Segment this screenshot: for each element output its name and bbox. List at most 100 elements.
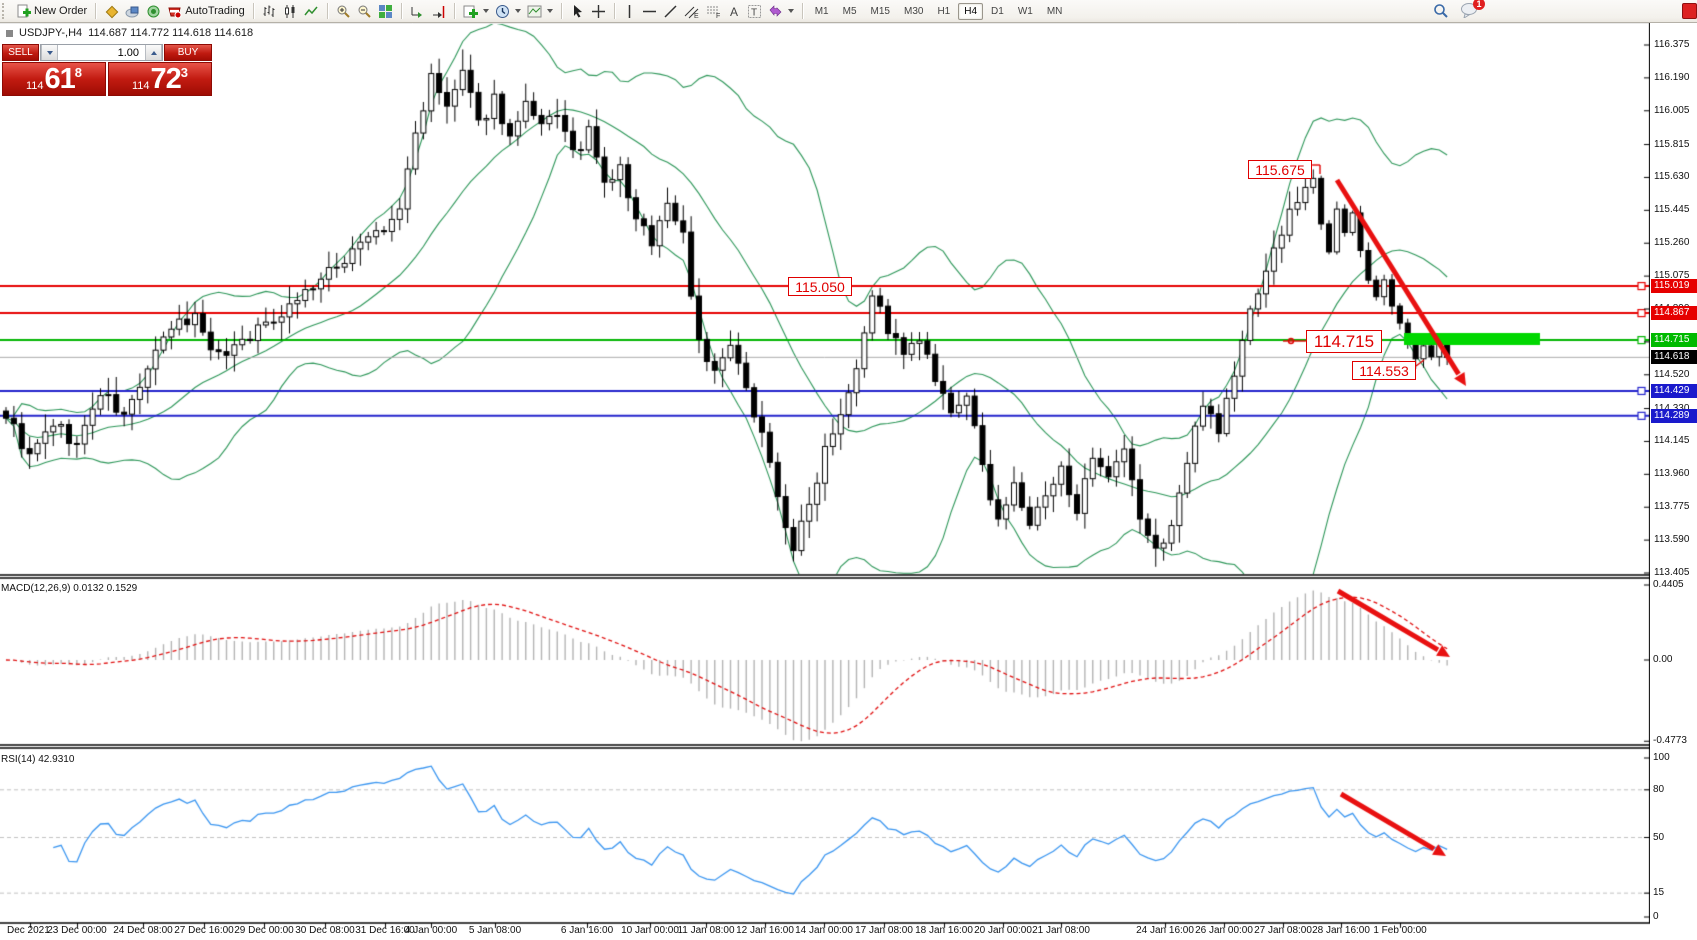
text-label-icon: T [747,4,762,19]
periods-button[interactable] [492,3,524,20]
price-tick-label: 115.630 [1654,171,1690,183]
horizontal-line-icon [642,4,657,19]
timeframe-MN[interactable]: MN [1046,5,1063,17]
timeframe-M30[interactable]: M30 [903,5,924,17]
rsi-axis-label: 80 [1653,783,1665,795]
chart-symbol-period: USDJPY-,H4 [19,27,83,39]
equidistant-channel-button[interactable]: E [681,3,703,20]
macd-axis-label: -0.4773 [1653,735,1687,747]
line-chart-button[interactable] [301,3,322,20]
rsi-name: RSI(14) [1,754,36,765]
autotrading-button[interactable]: AutoTrading [164,3,248,20]
templates-icon [527,4,542,19]
search-button[interactable] [1430,2,1452,20]
zoom-out-button[interactable] [354,3,375,20]
buy-price-button[interactable]: 114 72 3 [108,62,212,96]
volume-input[interactable] [58,45,145,60]
price-tick-label: 115.075 [1654,270,1690,282]
indicators-dropdown-caret[interactable] [482,9,489,13]
buy-button[interactable]: BUY [164,44,212,61]
fibonacci-button[interactable]: F [703,3,725,20]
tile-windows-button[interactable] [375,3,396,20]
timeframe-H1[interactable]: H1 [937,5,951,17]
timeframe-D1[interactable]: D1 [991,5,1004,17]
macd-axis-label: 0.4405 [1653,579,1684,590]
toolbar-separator [326,3,328,19]
sell-button[interactable]: SELL [2,44,39,61]
sell-price-button[interactable]: 114 61 8 [2,62,106,96]
chart-title-icon [6,29,13,37]
zoom-in-button[interactable] [333,3,354,20]
chart-shift-button[interactable] [428,3,449,20]
signals-button[interactable] [143,3,164,20]
toolbar-grip[interactable] [2,3,9,19]
cursor-button[interactable] [567,3,588,20]
timeframe-toolbar: M1 M5 M15 M30 H1 H4 D1 W1 MN [806,0,1072,22]
arrows-button[interactable] [765,3,797,20]
templates-dropdown-caret[interactable] [546,9,553,13]
tile-windows-icon [378,4,393,19]
volume-increase-button[interactable] [145,45,162,60]
text-label-button[interactable]: T [744,3,765,20]
text-button[interactable]: A [725,3,744,20]
toolbar-separator [252,3,254,19]
price-tick-label: 114.520 [1654,368,1690,380]
indicators-button[interactable] [460,3,492,20]
price-badge: 114.867 [1651,306,1697,321]
chat-button[interactable]: 1 [1460,0,1485,21]
price-tick-label: 114.330 [1654,402,1690,414]
candlestick-chart-button[interactable] [280,3,301,20]
timeframe-H4[interactable]: H4 [958,2,984,20]
toolbar-separator [613,3,615,19]
zoom-out-icon [357,4,372,19]
timeframe-M15[interactable]: M15 [870,5,890,17]
timeframe-W1[interactable]: W1 [1017,5,1033,17]
rsi-axis-label: 0 [1653,911,1659,922]
svg-text:F: F [716,13,720,19]
horizontal-line-button[interactable] [639,3,660,20]
timeframe-M5[interactable]: M5 [842,5,857,17]
vertical-line-button[interactable] [620,3,639,20]
price-tick-label: 116.005 [1654,104,1690,116]
sell-price-figure: 114 [25,80,44,92]
auto-scroll-icon [410,4,425,19]
arrows-dropdown-caret[interactable] [787,9,794,13]
equidistant-channel-icon: E [684,4,700,19]
rsi-axis-label: 50 [1653,831,1665,843]
metaeditor-icon [125,4,140,19]
chart-ohlc-values: 114.687 114.772 114.618 114.618 [88,27,254,39]
macd-axis-label: 0.00 [1653,654,1673,665]
price-tick-label: 116.190 [1654,71,1690,83]
rsi-axis-label: 15 [1653,887,1665,899]
line-chart-icon [304,4,319,19]
periods-dropdown-caret[interactable] [514,9,521,13]
new-order-button[interactable]: New Order [13,3,90,20]
bar-chart-button[interactable] [259,3,280,20]
metaeditor-button[interactable] [122,3,143,20]
price-chart-canvas[interactable] [0,22,1650,940]
toolbar-separator [801,3,803,19]
svg-text:E: E [694,13,699,19]
autotrading-label: AutoTrading [185,5,245,17]
volume-decrease-button[interactable] [41,45,58,60]
candlestick-chart-icon [283,4,298,19]
price-badge: 115.019 [1651,279,1697,294]
svg-text:A: A [730,5,738,19]
trendline-button[interactable] [660,3,681,20]
crosshair-button[interactable] [588,3,609,20]
timeframe-M1[interactable]: M1 [814,5,829,17]
price-tick-label: 113.960 [1654,468,1690,480]
auto-scroll-button[interactable] [407,3,428,20]
notification-icon[interactable] [1682,3,1697,19]
price-badge: 114.618 [1651,350,1697,365]
cursor-icon [570,4,585,19]
market-watch-button[interactable] [101,3,122,20]
macd-name: MACD(12,26,9) [1,583,71,594]
fibonacci-icon: F [706,4,722,19]
one-click-trading-panel: SELL BUY 114 61 8 114 72 3 [2,44,212,96]
new-order-icon [16,4,31,19]
price-badge: 114.715 [1651,333,1697,348]
rsi-pane-label: RSI(14) 42.9310 [1,754,74,765]
price-tick-label: 114.705 [1654,335,1690,347]
templates-button[interactable] [524,3,556,20]
